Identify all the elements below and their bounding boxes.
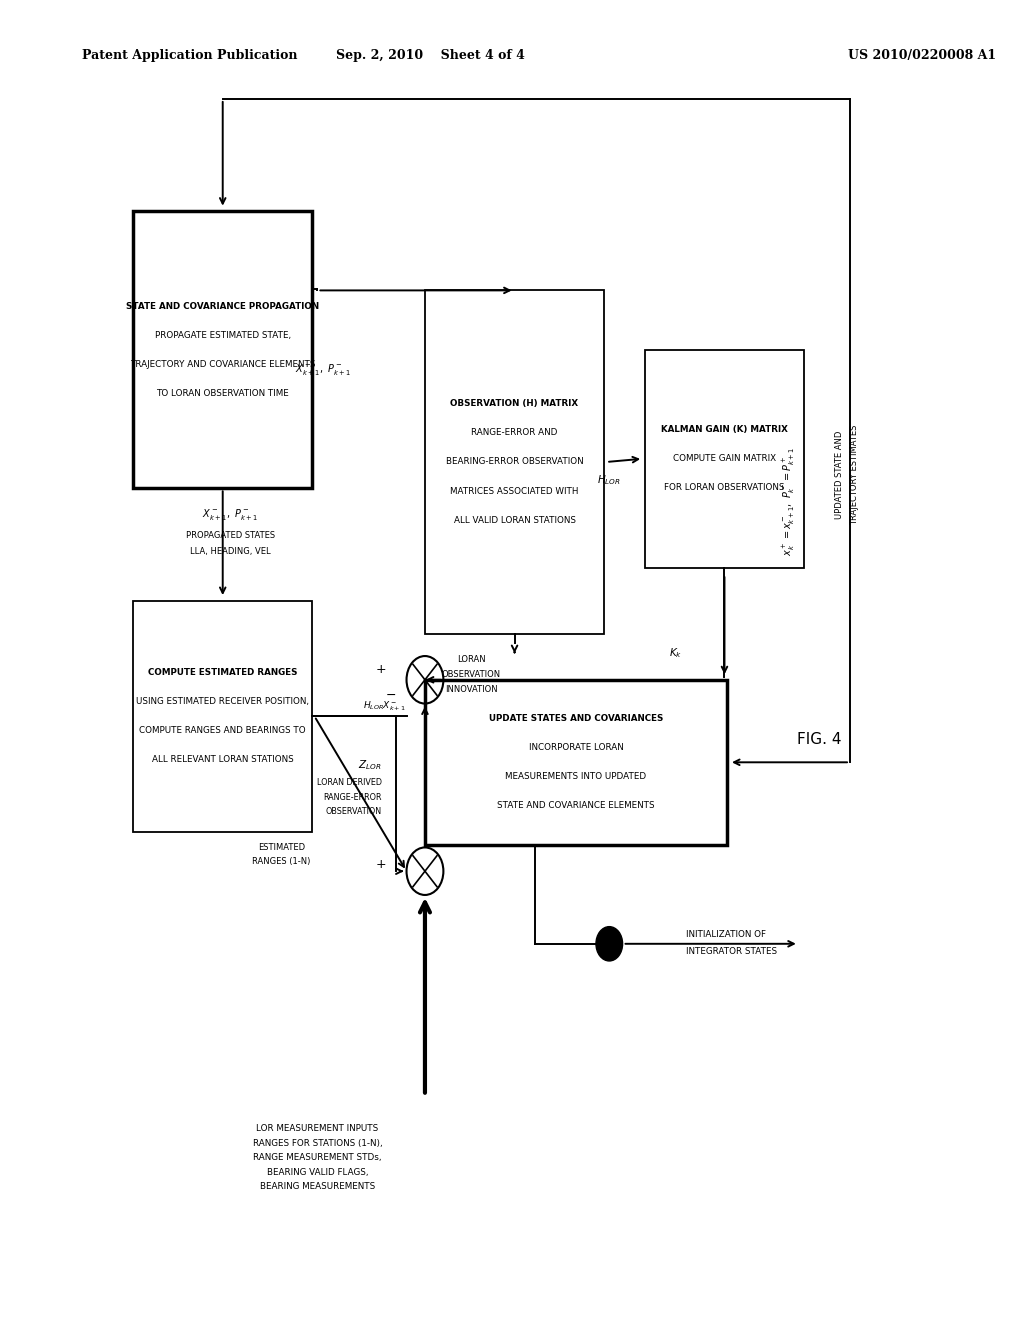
Text: BEARING VALID FLAGS,: BEARING VALID FLAGS,	[266, 1168, 369, 1176]
Text: Patent Application Publication: Patent Application Publication	[82, 49, 297, 62]
Text: $x^+_k = x^-_{k+1},\ P^-_k = P^+_{k+1}$: $x^+_k = x^-_{k+1},\ P^-_k = P^+_{k+1}$	[780, 447, 797, 556]
Text: FIG. 4: FIG. 4	[797, 731, 842, 747]
FancyBboxPatch shape	[425, 290, 604, 634]
Text: INNOVATION: INNOVATION	[444, 685, 498, 693]
Text: PROPAGATED STATES: PROPAGATED STATES	[185, 532, 275, 540]
Text: TRAJECTORY ESTIMATES: TRAJECTORY ESTIMATES	[851, 425, 859, 525]
Text: COMPUTE GAIN MATRIX: COMPUTE GAIN MATRIX	[673, 454, 776, 463]
Text: UPDATE STATES AND COVARIANCES: UPDATE STATES AND COVARIANCES	[488, 714, 664, 723]
Text: COMPUTE ESTIMATED RANGES: COMPUTE ESTIMATED RANGES	[148, 668, 297, 677]
Text: BEARING-ERROR OBSERVATION: BEARING-ERROR OBSERVATION	[445, 458, 584, 466]
Text: +: +	[376, 663, 386, 676]
Text: $X^-_{k+1},\ P^-_{k+1}$: $X^-_{k+1},\ P^-_{k+1}$	[295, 362, 350, 378]
Text: LLA, HEADING, VEL: LLA, HEADING, VEL	[190, 548, 270, 556]
Text: LORAN: LORAN	[457, 656, 485, 664]
Text: INCORPORATE LORAN: INCORPORATE LORAN	[528, 743, 624, 752]
Text: OBSERVATION: OBSERVATION	[326, 808, 382, 816]
Text: $H_{LOR}$: $H_{LOR}$	[597, 474, 622, 487]
FancyBboxPatch shape	[425, 680, 727, 845]
Text: RANGE-ERROR: RANGE-ERROR	[324, 793, 382, 801]
Text: RANGES (1-N): RANGES (1-N)	[252, 858, 311, 866]
Text: COMPUTE RANGES AND BEARINGS TO: COMPUTE RANGES AND BEARINGS TO	[139, 726, 306, 735]
Text: Sep. 2, 2010    Sheet 4 of 4: Sep. 2, 2010 Sheet 4 of 4	[336, 49, 524, 62]
Circle shape	[596, 927, 623, 961]
Text: INTEGRATOR STATES: INTEGRATOR STATES	[686, 948, 777, 956]
Text: STATE AND COVARIANCE ELEMENTS: STATE AND COVARIANCE ELEMENTS	[498, 801, 654, 810]
Text: LOR MEASUREMENT INPUTS: LOR MEASUREMENT INPUTS	[256, 1125, 379, 1133]
Text: OBSERVATION (H) MATRIX: OBSERVATION (H) MATRIX	[451, 400, 579, 408]
Text: UPDATED STATE AND: UPDATED STATE AND	[836, 432, 844, 519]
Text: INITIALIZATION OF: INITIALIZATION OF	[686, 931, 766, 939]
Text: RANGE MEASUREMENT STDs,: RANGE MEASUREMENT STDs,	[253, 1154, 382, 1162]
Text: TRAJECTORY AND COVARIANCE ELEMENTS: TRAJECTORY AND COVARIANCE ELEMENTS	[130, 360, 315, 368]
Text: RANGES FOR STATIONS (1-N),: RANGES FOR STATIONS (1-N),	[253, 1139, 382, 1147]
Text: FOR LORAN OBSERVATIONS: FOR LORAN OBSERVATIONS	[665, 483, 784, 492]
Text: LORAN DERIVED: LORAN DERIVED	[317, 779, 382, 787]
Text: MEASUREMENTS INTO UPDATED: MEASUREMENTS INTO UPDATED	[506, 772, 646, 781]
FancyBboxPatch shape	[133, 211, 312, 488]
Text: TO LORAN OBSERVATION TIME: TO LORAN OBSERVATION TIME	[157, 389, 289, 397]
Text: −: −	[386, 689, 396, 702]
Text: MATRICES ASSOCIATED WITH: MATRICES ASSOCIATED WITH	[451, 487, 579, 495]
FancyBboxPatch shape	[133, 601, 312, 832]
Text: USING ESTIMATED RECEIVER POSITION,: USING ESTIMATED RECEIVER POSITION,	[136, 697, 309, 706]
Text: ESTIMATED: ESTIMATED	[258, 843, 305, 851]
Text: PROPAGATE ESTIMATED STATE,: PROPAGATE ESTIMATED STATE,	[155, 331, 291, 339]
Text: STATE AND COVARIANCE PROPAGATION: STATE AND COVARIANCE PROPAGATION	[126, 302, 319, 310]
Text: OBSERVATION: OBSERVATION	[441, 671, 501, 678]
Text: $H_{LOR}X^-_{k+1}$: $H_{LOR}X^-_{k+1}$	[362, 700, 406, 713]
FancyBboxPatch shape	[645, 350, 804, 568]
Text: $Z_{LOR}$: $Z_{LOR}$	[358, 759, 382, 772]
Text: BEARING MEASUREMENTS: BEARING MEASUREMENTS	[260, 1183, 375, 1191]
Text: $X^-_{k+1},\ P^-_{k+1}$: $X^-_{k+1},\ P^-_{k+1}$	[203, 507, 258, 523]
Text: US 2010/0220008 A1: US 2010/0220008 A1	[848, 49, 995, 62]
Text: ALL VALID LORAN STATIONS: ALL VALID LORAN STATIONS	[454, 516, 575, 524]
Text: +: +	[376, 858, 386, 871]
Text: ALL RELEVANT LORAN STATIONS: ALL RELEVANT LORAN STATIONS	[152, 755, 294, 764]
Text: $K_k$: $K_k$	[670, 647, 682, 660]
Text: KALMAN GAIN (K) MATRIX: KALMAN GAIN (K) MATRIX	[662, 425, 787, 434]
Text: RANGE-ERROR AND: RANGE-ERROR AND	[471, 429, 558, 437]
